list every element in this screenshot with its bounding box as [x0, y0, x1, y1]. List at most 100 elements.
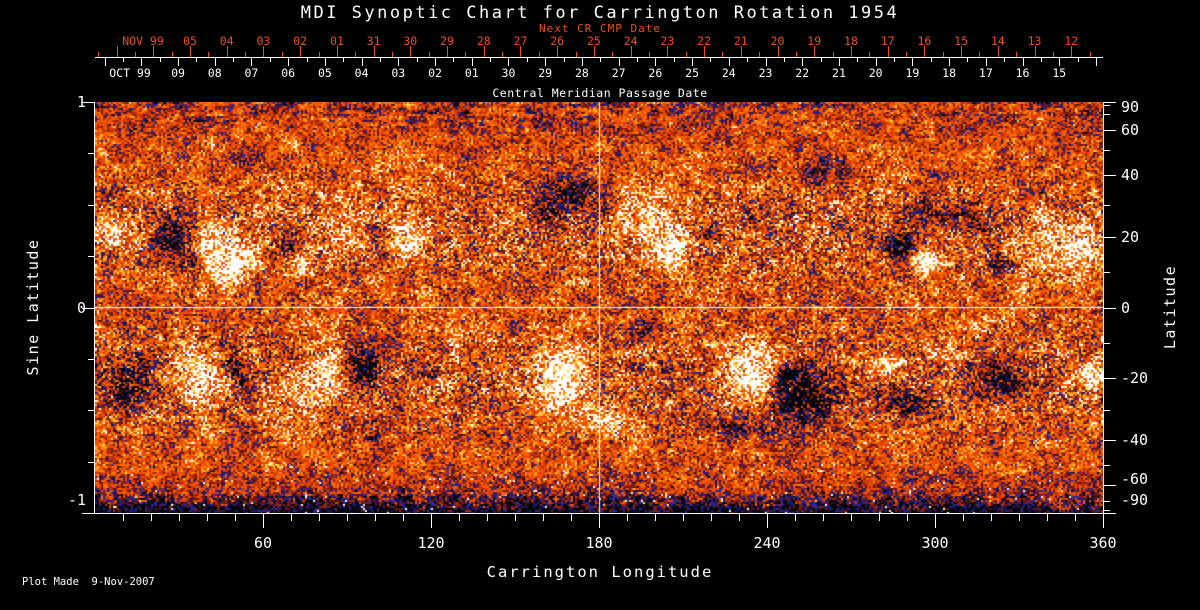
next-cr-tick [208, 52, 210, 57]
sine-latitude-major-tick [82, 102, 94, 103]
next-cr-tick [685, 52, 687, 57]
next-cr-tick [1089, 52, 1091, 57]
next-cr-tick [924, 46, 926, 57]
latitude-major-tick [1104, 237, 1116, 239]
next-cr-day-label: 25 [586, 34, 601, 48]
cmp-tick [783, 58, 785, 62]
cmp-tick [306, 58, 308, 62]
next-cr-tick [1052, 52, 1054, 57]
next-cr-day-label: 21 [733, 34, 748, 48]
sine-latitude-major-tick [82, 513, 94, 514]
longitude-minor-tick [795, 514, 796, 521]
next-cr-tick [190, 46, 191, 57]
longitude-major-tick [767, 514, 768, 528]
next-cr-tick [795, 52, 797, 57]
next-cr-tick [171, 52, 173, 57]
next-cr-tick [153, 46, 155, 57]
latitude-minor-tick [1104, 204, 1110, 206]
cmp-tick [930, 58, 932, 62]
next-cr-day-label: 14 [990, 34, 1005, 48]
next-cr-tick [740, 46, 742, 57]
plot-made-timestamp: Plot Made 9-Nov-2007 [22, 576, 155, 588]
next-cr-day-label: 27 [513, 34, 528, 48]
cmp-tick [673, 58, 675, 62]
next-cr-tick [850, 46, 852, 57]
cmp-day-label: 08 [207, 66, 222, 80]
next-cr-day-label: 15 [954, 34, 969, 48]
longitude-minor-tick [487, 514, 488, 521]
cmp-tick [985, 58, 987, 66]
next-cr-tick [759, 52, 761, 57]
latitude-major-tick [1104, 307, 1116, 309]
longitude-minor-tick [403, 514, 404, 521]
longitude-minor-tick [459, 514, 460, 521]
page-title: MDI Synoptic Chart for Carrington Rotati… [300, 3, 900, 23]
next-cr-day-label: 03 [256, 34, 271, 48]
longitude-major-tick [935, 514, 936, 528]
cmp-tick [747, 58, 749, 62]
latitude-tick-label: -40 [1121, 430, 1149, 449]
cmp-tick [214, 58, 216, 66]
cmp-tick [581, 58, 583, 66]
cmp-day-label: 30 [501, 66, 516, 80]
longitude-tick-label: 300 [921, 534, 949, 552]
next-cr-tick [777, 46, 779, 57]
longitude-minor-tick [347, 514, 348, 521]
next-cr-tick [575, 52, 577, 57]
latitude-minor-tick [1104, 343, 1110, 345]
latitude-minor-tick [1104, 509, 1110, 511]
latitude-tick-label: 90 [1121, 98, 1140, 116]
cmp-tick [728, 58, 730, 66]
left-axis-title: Sine Latitude [24, 238, 42, 376]
next-cr-day-label: 18 [844, 34, 858, 48]
cmp-tick [104, 58, 106, 66]
next-cr-tick [245, 52, 247, 57]
latitude-minor-tick [1104, 150, 1110, 152]
next-cr-day-label: 26 [550, 34, 565, 48]
cmp-tick [508, 58, 510, 66]
next-cr-day-label: 19 [807, 34, 822, 48]
longitude-minor-tick [123, 514, 124, 521]
next-cr-tick [520, 46, 522, 57]
cmp-axis-line [95, 57, 1103, 58]
latitude-major-tick [1104, 439, 1116, 441]
latitude-tick-label: -60 [1121, 470, 1149, 489]
next-cr-tick [961, 46, 963, 57]
cmp-day-label: 26 [648, 66, 663, 80]
longitude-tick-label: 60 [253, 534, 273, 552]
cmp-tick [159, 58, 161, 62]
next-cr-day-label: 22 [697, 34, 711, 48]
longitude-minor-tick [319, 514, 320, 521]
cmp-tick [233, 58, 235, 62]
cmp-tick [288, 58, 290, 66]
cmp-tick [765, 58, 767, 66]
cmp-tick [655, 58, 657, 66]
cmp-tick [343, 58, 345, 62]
longitude-minor-tick [683, 514, 684, 521]
cmp-tick [875, 58, 877, 66]
longitude-minor-tick [515, 514, 516, 521]
cmp-tick [563, 58, 565, 62]
cmp-tick [637, 58, 638, 62]
sine-latitude-minor-tick [88, 153, 94, 155]
longitude-minor-tick [823, 514, 824, 521]
next-cr-tick [667, 46, 669, 57]
cmp-tick [398, 58, 400, 66]
cmp-day-label: 25 [685, 66, 699, 80]
sine-latitude-major-tick [82, 307, 94, 309]
cmp-day-label: 01 [464, 66, 479, 80]
cmp-day-label: 02 [428, 66, 442, 80]
longitude-major-tick [599, 514, 600, 528]
cmp-tick [178, 58, 179, 66]
next-cr-day-label: 16 [917, 34, 932, 48]
cmp-month-label: OCT 99 [109, 66, 151, 80]
next-cr-tick [832, 52, 834, 57]
cmp-tick [1022, 58, 1024, 66]
next-cr-tick [391, 52, 393, 57]
latitude-major-tick [1104, 175, 1116, 177]
longitude-minor-tick [571, 514, 572, 521]
longitude-minor-tick [739, 514, 740, 521]
sine-latitude-minor-tick [88, 410, 94, 412]
cmp-day-label: 18 [942, 66, 957, 80]
cmp-tick [710, 58, 712, 62]
